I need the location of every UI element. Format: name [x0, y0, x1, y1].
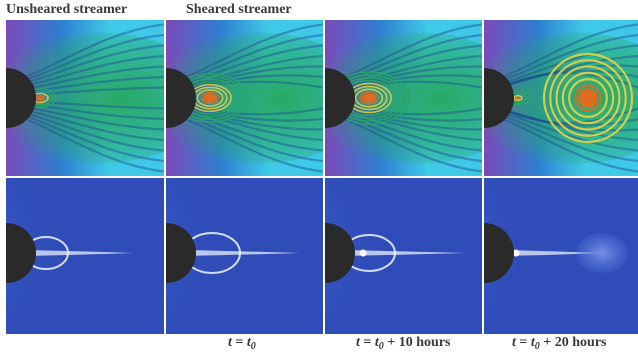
sheared-streamer-label: Sheared streamer: [186, 2, 292, 17]
field-panel-sheared-t10: [325, 20, 482, 176]
time-label-t10: t = t0 + 10 hours: [356, 335, 451, 352]
field-panel-sheared-t20: [484, 20, 638, 176]
corona-panel-sheared-t10: [325, 178, 482, 334]
time-label-t20: t = t0 + 20 hours: [512, 335, 607, 352]
unsheared-streamer-label: Unsheared streamer: [6, 2, 128, 17]
field-panel-sheared-t0: [166, 20, 323, 176]
field-panel-unsheared: [6, 20, 164, 176]
corona-panel-sheared-t20: [484, 178, 638, 334]
time-label-t0: t = t0: [228, 335, 256, 352]
corona-panel-sheared-t0: [166, 178, 323, 334]
corona-panel-unsheared: [6, 178, 164, 334]
